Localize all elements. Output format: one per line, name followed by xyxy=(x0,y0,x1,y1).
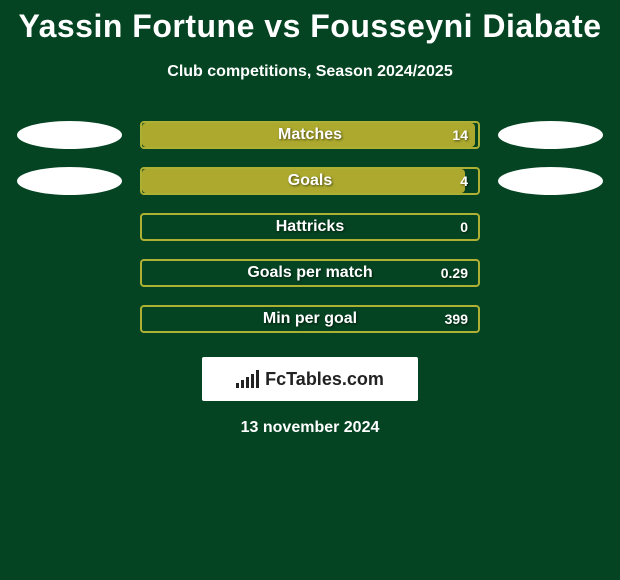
left-oval-icon xyxy=(17,167,122,195)
right-oval-icon xyxy=(498,121,603,149)
logo-bars-icon xyxy=(236,370,259,388)
stat-bar: Hattricks0 xyxy=(140,213,480,241)
stat-row: Goals4 xyxy=(0,167,620,195)
left-spacer xyxy=(17,259,122,287)
stat-row: Goals per match0.29 xyxy=(0,259,620,287)
stat-value: 14 xyxy=(452,127,468,143)
logo-bar-segment xyxy=(236,383,239,388)
stat-label: Goals per match xyxy=(142,264,478,282)
stats-list: Matches14 Goals4 Hattricks0 Goals per match… xyxy=(0,121,620,333)
stat-label: Min per goal xyxy=(142,310,478,328)
stat-bar: Goals4 xyxy=(140,167,480,195)
logo-bar-segment xyxy=(246,377,249,388)
right-spacer xyxy=(498,305,603,333)
stat-row: Min per goal399 xyxy=(0,305,620,333)
logo-bar-segment xyxy=(251,374,254,388)
stat-value: 4 xyxy=(460,173,468,189)
left-oval-icon xyxy=(17,121,122,149)
right-spacer xyxy=(498,213,603,241)
right-spacer xyxy=(498,259,603,287)
logo-box: FcTables.com xyxy=(202,357,418,401)
left-spacer xyxy=(17,305,122,333)
right-oval-icon xyxy=(498,167,603,195)
date-text: 13 november 2024 xyxy=(241,419,380,437)
logo-text: FcTables.com xyxy=(265,369,384,390)
stat-row: Hattricks0 xyxy=(0,213,620,241)
left-spacer xyxy=(17,213,122,241)
stat-value: 0 xyxy=(460,219,468,235)
stat-value: 0.29 xyxy=(441,265,468,281)
comparison-card: Yassin Fortune vs Fousseyni Diabate Club… xyxy=(0,0,620,580)
stat-row: Matches14 xyxy=(0,121,620,149)
subtitle: Club competitions, Season 2024/2025 xyxy=(167,63,452,81)
stat-bar: Goals per match0.29 xyxy=(140,259,480,287)
stat-bar: Min per goal399 xyxy=(140,305,480,333)
stat-bar: Matches14 xyxy=(140,121,480,149)
page-title: Yassin Fortune vs Fousseyni Diabate xyxy=(18,8,601,45)
stat-label: Matches xyxy=(142,126,478,144)
stat-label: Goals xyxy=(142,172,478,190)
logo-bar-segment xyxy=(256,370,259,388)
logo-bar-segment xyxy=(241,380,244,388)
stat-label: Hattricks xyxy=(142,218,478,236)
stat-value: 399 xyxy=(445,311,468,327)
